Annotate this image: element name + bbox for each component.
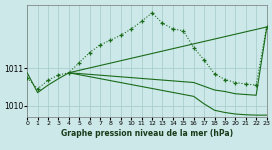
X-axis label: Graphe pression niveau de la mer (hPa): Graphe pression niveau de la mer (hPa) [61,129,233,138]
